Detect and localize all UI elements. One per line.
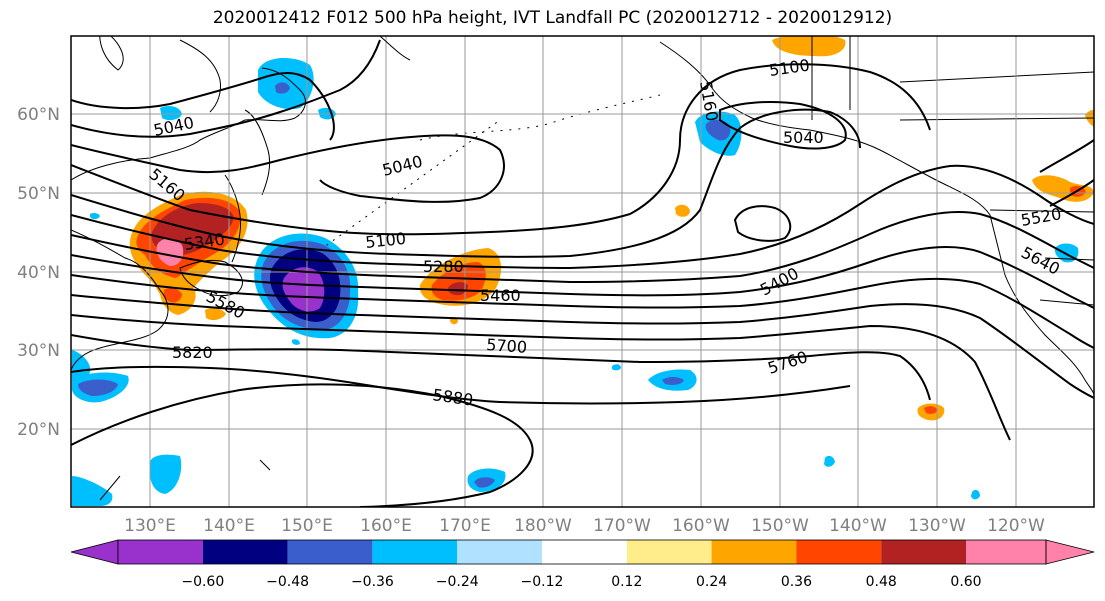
lat-label: 20°N	[17, 420, 60, 440]
colorbar-tick-label: −0.60	[181, 574, 224, 590]
contour-label: 5280	[423, 257, 464, 276]
colorbar-segment	[711, 540, 797, 564]
map-frame	[70, 35, 1095, 508]
colorbar-tick-label: −0.36	[351, 574, 394, 590]
lat-label: 50°N	[17, 184, 60, 204]
lat-label: 30°N	[17, 341, 60, 361]
height-contours	[71, 39, 1094, 507]
colorbar-tick-label: 0.60	[950, 574, 981, 590]
colorbar-segment	[287, 540, 373, 564]
lon-label: 160°E	[360, 516, 412, 536]
map-title: 2020012412 F012 500 hPa height, IVT Land…	[212, 8, 893, 28]
lon-label: 170°W	[593, 516, 651, 536]
lon-label: 140°W	[829, 516, 887, 536]
colorbar-segment	[372, 540, 458, 564]
longitude-labels: 130°E 140°E 150°E 160°E 170°E 180°W 170°…	[124, 516, 1045, 536]
contour-label: 5040	[783, 128, 824, 147]
colorbar-segment	[796, 540, 882, 564]
colorbar-segment	[966, 540, 1046, 564]
contour-label: 5100	[364, 229, 406, 252]
colorbar-segment	[118, 540, 203, 564]
colorbar-extend-low	[70, 539, 119, 565]
colorbar-outline	[117, 539, 1047, 565]
latitude-labels: 60°N 50°N 40°N 30°N 20°N	[17, 105, 60, 440]
lon-label: 140°E	[203, 516, 255, 536]
lon-label: 170°E	[439, 516, 491, 536]
colorbar-segment	[881, 540, 966, 564]
colorbar-tick-label: −0.48	[266, 574, 309, 590]
lon-label: 130°W	[908, 516, 966, 536]
contour-label: 5460	[480, 286, 521, 305]
coastlines	[71, 36, 1094, 501]
colorbar-tick-label: 0.24	[696, 574, 727, 590]
lon-label: 130°E	[124, 516, 176, 536]
colorbar-tick-label: −0.24	[436, 574, 479, 590]
lon-label: 120°W	[987, 516, 1045, 536]
coastlines-north	[179, 36, 411, 113]
lon-label: 150°W	[751, 516, 809, 536]
colorbar-tick-label: 0.36	[781, 574, 812, 590]
colorbar-tick-label: 0.48	[866, 574, 897, 590]
colorbar-extend-high	[1045, 539, 1095, 565]
colorbar-segment	[202, 540, 288, 564]
colorbar-segment	[457, 540, 542, 564]
lat-label: 40°N	[17, 263, 60, 283]
colorbar-tick-label: 0.12	[611, 574, 642, 590]
colorbar-segment	[626, 540, 712, 564]
contour-labels: 5040 5160 5040 5100 5280 5340 5580 5460 …	[145, 55, 1063, 409]
lon-label: 160°W	[672, 516, 730, 536]
colorbar-segment	[542, 540, 627, 564]
lon-label: 150°E	[281, 516, 333, 536]
colorbar-tick-label: −0.12	[521, 574, 564, 590]
lat-label: 60°N	[17, 105, 60, 125]
colorbar-ticks: −0.60 −0.48 −0.36 −0.24 −0.12 0.12 0.24 …	[181, 574, 981, 590]
contour-label: 5700	[486, 335, 528, 357]
colorbar: −0.60 −0.48 −0.36 −0.24 −0.12 0.12 0.24 …	[70, 539, 1095, 590]
contour-label: 5820	[172, 343, 213, 362]
lon-label: 180°W	[514, 516, 572, 536]
